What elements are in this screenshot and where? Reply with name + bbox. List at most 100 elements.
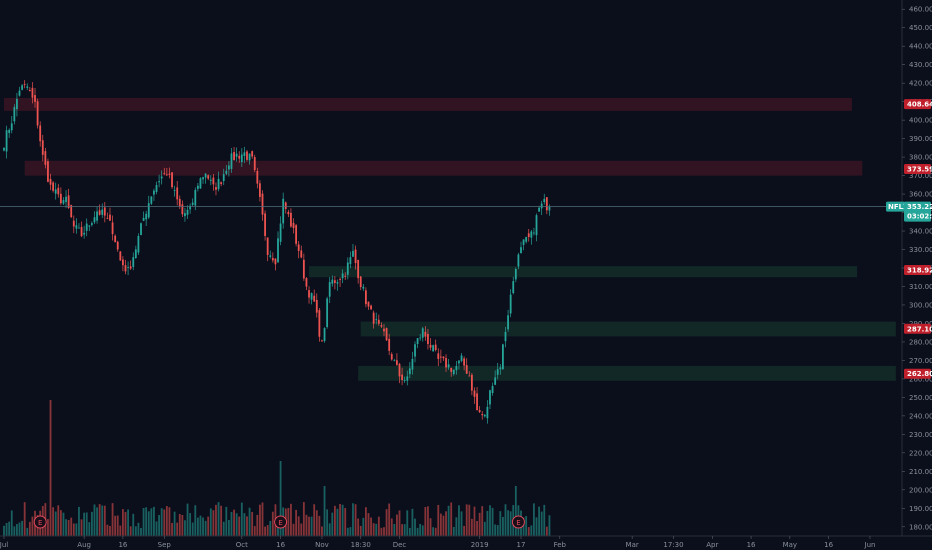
candle-body: [176, 187, 179, 200]
volume-bar: [168, 507, 171, 536]
candle-body: [163, 172, 166, 174]
candle-body: [168, 173, 171, 175]
candle-body: [16, 98, 18, 110]
candle-body: [496, 369, 499, 375]
y-tick-label: 220.00: [909, 449, 932, 457]
earnings-marker[interactable]: [511, 515, 525, 529]
candle-body: [18, 90, 21, 96]
candle-body: [429, 344, 432, 348]
volume-bar: [67, 520, 70, 536]
candle-body: [122, 259, 124, 266]
volume-bar: [90, 511, 93, 536]
candle-body: [230, 153, 233, 169]
earnings-marker-label: E: [516, 519, 520, 527]
volume-bar: [354, 504, 357, 536]
volume-bar: [23, 502, 26, 536]
candle-body: [274, 258, 277, 265]
y-tick-label: 420.00: [909, 80, 932, 88]
candle-body: [243, 152, 246, 156]
candle-body: [535, 215, 538, 236]
level-zone-3: [360, 321, 896, 337]
level-price-tag-label: 318.92: [907, 266, 932, 274]
y-tick-label: 180.00: [909, 523, 932, 531]
volume-bar: [535, 517, 538, 536]
volume-bar: [186, 503, 189, 536]
volume-bar: [341, 504, 344, 536]
volume-bar: [429, 518, 432, 536]
candle-body: [357, 260, 360, 279]
candle-body: [271, 258, 274, 261]
candle-body: [295, 225, 298, 244]
candle-body: [450, 367, 453, 372]
x-tick-label: Sep: [158, 541, 172, 549]
candle-body: [331, 279, 334, 284]
candle-body: [424, 331, 427, 337]
volume-bar: [455, 517, 458, 536]
candle-body: [21, 85, 23, 90]
candle-body: [514, 269, 517, 280]
volume-bar: [465, 504, 468, 536]
y-tick-label: 370.00: [909, 172, 932, 180]
candle-body: [256, 170, 259, 184]
volume-bar: [427, 506, 429, 536]
volume-bar: [344, 507, 347, 536]
volume-bar: [380, 527, 383, 536]
volume-bar: [93, 504, 96, 536]
volume-bars: [3, 400, 551, 536]
volume-bar: [59, 510, 62, 536]
volume-bar: [499, 511, 502, 536]
candle-body: [80, 227, 83, 237]
volume-bar: [119, 525, 122, 536]
candle-body: [390, 354, 393, 360]
volume-bar: [158, 515, 160, 536]
level-price-tag-label: 408.64: [907, 101, 932, 109]
candle-body: [452, 369, 455, 375]
candle-body: [158, 181, 160, 183]
volume-bar: [181, 515, 184, 536]
candle-body: [455, 365, 458, 371]
candle-body: [233, 152, 235, 161]
candle-body: [119, 251, 122, 261]
candle-body: [209, 179, 212, 181]
volume-bar: [540, 511, 543, 536]
candle-body: [290, 212, 292, 227]
volume-bar: [3, 525, 5, 536]
volume-bar: [246, 516, 248, 536]
candle-body: [41, 140, 44, 155]
candle-body: [367, 301, 370, 307]
x-tick-label: May: [783, 541, 797, 549]
volume-bar: [52, 507, 55, 536]
candle-body: [127, 267, 129, 268]
candle-body: [517, 254, 520, 267]
candle-body: [39, 125, 42, 142]
earnings-marker[interactable]: [33, 515, 47, 529]
candle-body: [398, 363, 401, 377]
volume-bar: [439, 513, 442, 536]
volume-bar: [65, 519, 67, 536]
candle-body: [427, 333, 429, 345]
volume-bar: [13, 526, 16, 536]
candle-body: [483, 414, 486, 417]
volume-bar: [352, 503, 354, 536]
candle-body: [432, 345, 435, 352]
y-tick-label: 210.00: [909, 468, 932, 476]
candle-body: [132, 257, 135, 267]
candle-body: [57, 187, 60, 195]
volume-bar: [153, 506, 155, 536]
candle-body: [13, 107, 16, 122]
candle-body: [344, 275, 347, 277]
candle-body: [114, 235, 117, 243]
volume-bar: [548, 515, 551, 536]
volume-bar: [259, 504, 261, 536]
candle-body: [315, 299, 318, 313]
candle-body: [246, 151, 248, 160]
candle-body: [212, 177, 215, 185]
earnings-marker[interactable]: [274, 515, 288, 529]
volume-bar: [323, 486, 326, 536]
volume-bar: [365, 507, 367, 536]
volume-bar: [163, 509, 166, 536]
candle-body: [393, 360, 396, 362]
volume-bar: [62, 512, 65, 536]
candle-body: [333, 280, 336, 283]
